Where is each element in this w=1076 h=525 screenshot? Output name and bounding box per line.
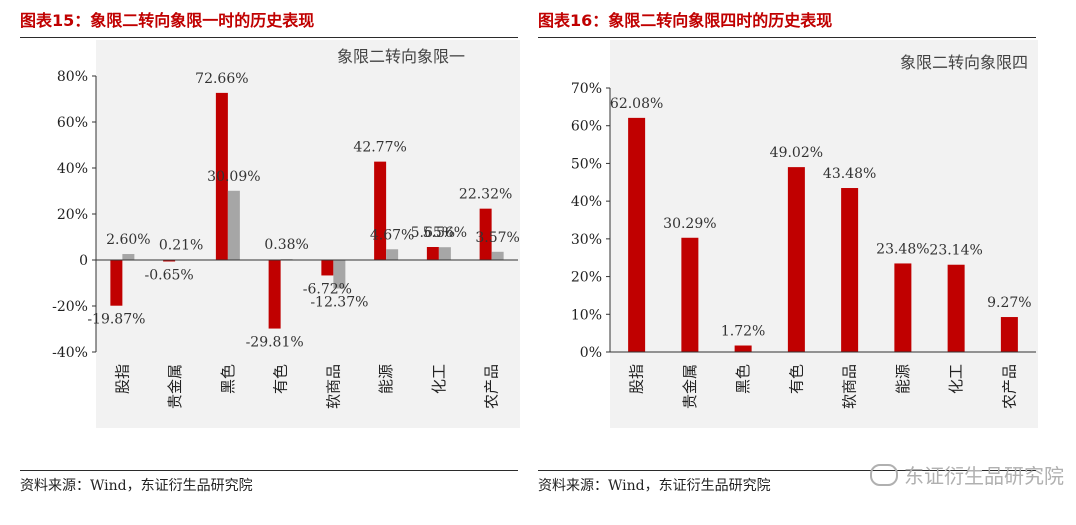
chart-1-ytick-label: 50% [571, 156, 602, 172]
wechat-icon [870, 464, 898, 486]
figure-15-title: 图表15：象限二转向象限一时的历史表现 [20, 11, 315, 30]
data-label-化工-s2: 5.56% [423, 225, 467, 241]
watermark-text: 东证衍生品研究院 [904, 464, 1064, 488]
bar-能源-s1 [374, 161, 387, 260]
bar-黑色-s2 [227, 190, 240, 260]
figure-16-bottom-rule [538, 470, 1036, 471]
data-label-股指-s1: 62.08% [610, 96, 663, 112]
bar-化工-s2 [438, 247, 451, 260]
data-label-软商品-s1: 43.48% [823, 166, 876, 182]
bar-贵金属-s1 [163, 260, 176, 262]
chart-0-ytick-label: 40% [57, 161, 88, 177]
data-label-黑色-s1: 1.72% [721, 324, 765, 340]
chart-15: 象限二转向象限一 -40% -20% 0 20% 40% 60% 80% -19.87% -0.6… [52, 40, 520, 428]
chart-1-ytick-label: 10% [571, 307, 602, 323]
data-label-有色-s1: -29.81% [246, 335, 304, 351]
data-label-贵金属-s2: 0.21% [159, 238, 203, 254]
data-label-黑色-s2: 30.09% [207, 169, 260, 185]
chart-1-ytick-label: 60% [571, 119, 602, 135]
data-label-化工-s1: 5.65% [411, 225, 455, 241]
chart-16: 象限二转向象限四 0% 10% 20% 30% 40% 50% 60% 70% 62.08% 30.… [571, 40, 1038, 428]
chart-1-ytick-label: 30% [571, 232, 602, 248]
bar-黑色-s1 [215, 92, 228, 260]
category-label: 化工 [430, 364, 448, 394]
chart-0-ytick-label: 80% [57, 69, 88, 85]
chart-0-ytick-label: -20% [52, 299, 88, 315]
chart-0-plot-area [96, 40, 520, 428]
bar-农产品-s1 [479, 208, 492, 260]
chart-1-ytick-label: 0% [580, 345, 602, 361]
data-label-农产品-s1: 9.27% [987, 295, 1031, 311]
bar-软商品-s1 [841, 188, 859, 352]
category-label: 软商品 [841, 364, 859, 409]
category-label: 软商品 [324, 364, 342, 409]
category-label: 贵金属 [166, 364, 184, 409]
bar-化工-s1 [947, 264, 965, 352]
bar-有色-s1 [268, 260, 281, 329]
category-label: 能源 [377, 364, 395, 394]
category-label: 贵金属 [681, 364, 699, 409]
category-label: 黑色 [219, 364, 237, 394]
bar-农产品-s2 [491, 251, 504, 260]
data-label-贵金属-s1: -0.65% [145, 267, 194, 283]
chart-1-ytick-label: 70% [571, 81, 602, 97]
data-label-软商品-s2: -12.37% [310, 294, 368, 310]
category-label: 有色 [272, 364, 290, 394]
data-label-股指-s2: 2.60% [106, 232, 150, 248]
data-label-能源-s1: 23.48% [876, 241, 929, 257]
bar-软商品-s1 [321, 260, 334, 276]
category-label: 化工 [947, 364, 965, 394]
chart-1-ytick-label: 20% [571, 270, 602, 286]
data-label-有色-s2: 0.38% [264, 237, 308, 253]
category-label: 黑色 [734, 364, 752, 394]
figure-16-title: 图表16：象限二转向象限四时的历史表现 [538, 11, 833, 30]
bar-化工-s1 [426, 247, 439, 260]
data-label-农产品-s1: 22.32% [459, 187, 512, 203]
data-label-能源-s1: 42.77% [353, 140, 406, 156]
bar-能源-s2 [386, 249, 399, 260]
bar-能源-s1 [894, 263, 912, 352]
data-label-化工-s1: 23.14% [929, 243, 982, 259]
figure-15-top-rule [20, 37, 518, 38]
data-label-有色-s1: 49.02% [770, 145, 823, 161]
figure-16-source: 资料来源：Wind，东证衍生品研究院 [538, 478, 771, 494]
bar-贵金属-s1 [681, 237, 699, 352]
category-label: 有色 [787, 364, 805, 394]
figure-15-bottom-rule [20, 470, 518, 471]
bar-股指-s1 [110, 260, 123, 306]
data-label-能源-s2: 4.67% [370, 227, 414, 243]
data-label-软商品-s1: -6.72% [303, 281, 352, 297]
chart-1-ytick-label: 40% [571, 194, 602, 210]
figure-15: 图表15：象限二转向象限一时的历史表现 象限二转向象限一 -40% -20% 0 20%… [20, 0, 520, 525]
chart-0-ytick-label: 60% [57, 115, 88, 131]
watermark: 东证衍生品研究院 [870, 460, 1064, 489]
category-label: 农产品 [1000, 364, 1018, 409]
figure-15-source: 资料来源：Wind，东证衍生品研究院 [20, 478, 253, 494]
data-label-黑色-s1: 72.66% [195, 71, 248, 87]
figure-16: 图表16：象限二转向象限四时的历史表现 象限二转向象限四 0% 10% 20% 30% 4… [538, 0, 1038, 525]
bar-股指-s1 [628, 117, 646, 352]
chart-0-ytick-label: 0 [79, 253, 88, 269]
category-label: 农产品 [483, 364, 501, 409]
chart-1-title: 象限二转向象限四 [900, 53, 1028, 72]
category-label: 股指 [113, 364, 131, 394]
bar-农产品-s1 [1000, 317, 1018, 352]
category-label: 股指 [628, 364, 646, 394]
data-label-贵金属-s1: 30.29% [663, 216, 716, 232]
data-label-股指-s1: -19.87% [87, 312, 145, 328]
figure-16-top-rule [538, 37, 1036, 38]
bar-黑色-s1 [734, 345, 752, 352]
bar-有色-s1 [787, 167, 805, 352]
chart-0-title: 象限二转向象限一 [337, 47, 465, 66]
bar-软商品-s2 [333, 260, 346, 289]
chart-0-ytick-label: 20% [57, 207, 88, 223]
bar-股指-s2 [122, 254, 135, 260]
category-label: 能源 [894, 364, 912, 394]
chart-1-plot-area [610, 40, 1038, 428]
chart-0-ytick-label: -40% [52, 345, 88, 361]
data-label-农产品-s2: 3.57% [475, 230, 519, 246]
